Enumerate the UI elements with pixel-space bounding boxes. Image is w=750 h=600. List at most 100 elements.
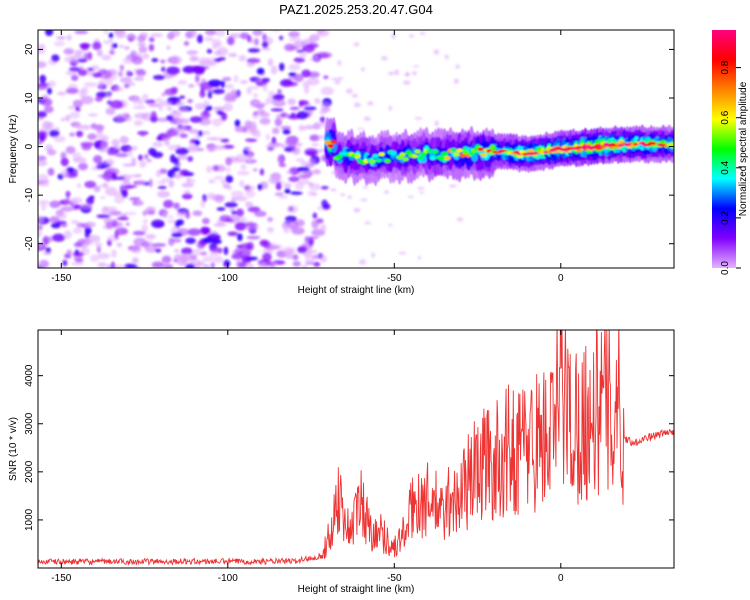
noise-blob: [124, 263, 138, 268]
signal-cell: [396, 155, 403, 160]
noise-blob: [133, 76, 145, 82]
noise-blob: [272, 93, 285, 101]
noise-blob: [280, 144, 287, 148]
noise-blob: [65, 70, 78, 76]
noise-blob: [65, 146, 76, 154]
noise-blob: [155, 97, 164, 104]
noise-blob: [319, 116, 326, 123]
noise-blob: [66, 249, 72, 256]
noise-blob: [148, 178, 153, 188]
y-tick-label: 4000: [24, 364, 35, 387]
noise-blob: [103, 70, 117, 76]
noise-blob: [262, 252, 272, 262]
noise-blob: [47, 80, 56, 88]
noise-blob: [124, 211, 137, 216]
noise-blob: [161, 66, 166, 72]
signal-cell: [600, 145, 607, 149]
noise-blob: [282, 220, 293, 225]
noise-blob: [74, 50, 84, 55]
noise-blob: [201, 217, 210, 225]
noise-blob: [78, 65, 84, 71]
noise-blob: [434, 120, 439, 127]
noise-blob: [224, 218, 234, 223]
noise-blob: [309, 183, 321, 191]
noise-blob: [274, 192, 284, 197]
noise-blob: [316, 205, 324, 211]
colorbar-gradient: [712, 30, 736, 268]
noise-blob: [152, 74, 166, 80]
noise-blob: [122, 163, 137, 167]
noise-blob: [157, 185, 167, 190]
noise-blob: [206, 137, 218, 141]
noise-blob: [208, 179, 216, 184]
noise-blob: [412, 65, 420, 68]
noise-blob: [226, 36, 235, 46]
x-tick-label: 0: [558, 273, 564, 284]
noise-blob: [218, 56, 226, 61]
noise-blob: [160, 100, 173, 107]
noise-blob: [114, 31, 124, 39]
noise-blob: [49, 200, 61, 209]
noise-blob: [77, 58, 88, 63]
signal-cell: [441, 151, 448, 156]
snr-axes: -150 -100 -50 0 1000 2000 3000 4000: [24, 330, 674, 584]
noise-blob: [388, 105, 392, 112]
noise-blob: [155, 169, 162, 178]
signal-cell: [417, 155, 424, 160]
noise-blob: [150, 33, 164, 38]
noise-blob: [192, 65, 206, 74]
noise-blob: [96, 91, 109, 98]
noise-blob: [314, 98, 321, 104]
noise-blob: [62, 259, 68, 267]
noise-blob: [102, 182, 109, 188]
noise-blob: [239, 32, 250, 40]
noise-blob: [238, 261, 247, 268]
noise-blob: [173, 126, 187, 133]
noise-blob: [113, 264, 127, 268]
noise-blob: [202, 264, 210, 268]
noise-blob: [208, 148, 215, 153]
y-tick-label: 10: [24, 92, 35, 104]
noise-blob: [347, 195, 352, 200]
noise-blob: [254, 210, 267, 217]
noise-blob: [270, 108, 284, 112]
noise-blob: [72, 157, 87, 163]
noise-blob: [287, 98, 296, 106]
noise-blob: [118, 44, 125, 49]
noise-blob: [287, 76, 298, 80]
colorbar-label: Normalized spectral amplitude: [738, 81, 749, 216]
noise-blob: [181, 193, 193, 200]
noise-blob: [274, 117, 283, 127]
noise-blob: [323, 75, 329, 79]
noise-blob: [267, 90, 276, 98]
noise-blob: [236, 244, 243, 248]
noise-blob: [174, 249, 180, 253]
noise-blob: [309, 134, 320, 142]
noise-blob: [180, 247, 193, 255]
signal-cell: [375, 158, 382, 163]
noise-blob: [287, 46, 299, 50]
noise-blob: [261, 47, 272, 51]
snr-xlabel: Height of straight line (km): [298, 584, 415, 595]
spectrogram-ylabel: Frequency (Hz): [8, 115, 19, 184]
noise-blob: [228, 52, 238, 58]
noise-blob: [60, 151, 67, 160]
noise-blob: [246, 235, 261, 240]
noise-blob: [304, 164, 315, 168]
noise-blob: [92, 41, 102, 51]
noise-blob: [168, 55, 182, 65]
noise-blob: [200, 87, 205, 93]
noise-blob: [42, 120, 51, 130]
noise-blob: [238, 249, 252, 257]
noise-blob: [43, 105, 54, 114]
noise-blob: [187, 156, 194, 162]
noise-blob: [185, 210, 190, 220]
noise-blob: [177, 154, 188, 160]
noise-blob: [40, 98, 53, 107]
noise-blob: [222, 76, 232, 82]
noise-blob: [247, 153, 253, 163]
noise-blob: [38, 241, 43, 248]
noise-blob: [270, 65, 278, 75]
noise-blob: [101, 54, 112, 61]
noise-blob: [288, 63, 301, 71]
